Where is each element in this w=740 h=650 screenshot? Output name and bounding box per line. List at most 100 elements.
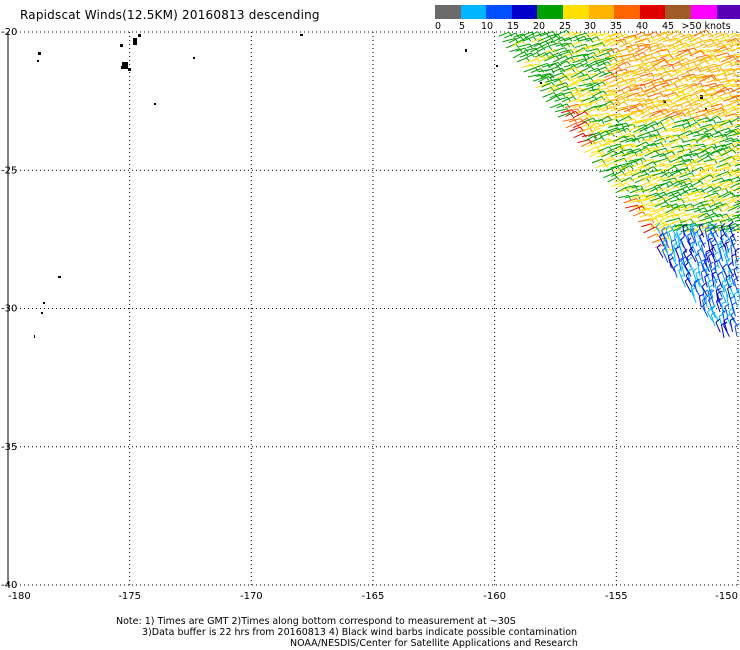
wind-barb xyxy=(684,166,695,173)
wind-barb xyxy=(631,169,645,177)
wind-barb xyxy=(683,187,697,193)
wind-barb xyxy=(734,260,738,272)
wind-barb xyxy=(638,61,651,68)
wind-barb xyxy=(612,135,625,143)
wind-barb xyxy=(573,32,587,38)
wind-barb-flag xyxy=(594,105,599,111)
wind-barb xyxy=(670,241,674,252)
wind-barb-flag xyxy=(708,261,714,266)
wind-barb xyxy=(597,129,608,133)
wind-barb-flag xyxy=(573,82,579,87)
wind-barb xyxy=(659,191,672,198)
wind-barb xyxy=(512,51,525,59)
wind-barb-flag xyxy=(626,182,631,187)
wind-barb xyxy=(664,111,677,118)
wind-barb xyxy=(698,56,711,63)
wind-barb xyxy=(596,142,609,149)
wind-barb xyxy=(694,182,707,189)
wind-barb xyxy=(596,61,609,67)
wind-barb-flag xyxy=(724,241,730,245)
wind-barb xyxy=(643,226,656,234)
wind-barb-flag xyxy=(693,125,698,130)
wind-barb xyxy=(690,223,702,227)
wind-barb xyxy=(641,223,652,228)
wind-barb xyxy=(701,306,709,318)
wind-barb xyxy=(631,97,644,102)
wind-barb xyxy=(570,62,581,68)
wind-barb xyxy=(675,135,686,142)
wind-barb xyxy=(628,131,640,138)
wind-barb xyxy=(677,130,691,137)
wind-barb xyxy=(634,102,645,108)
wind-barb xyxy=(721,78,735,84)
wind-barb-flag xyxy=(575,122,580,128)
wind-barb xyxy=(701,137,712,143)
wind-barb xyxy=(549,92,562,99)
wind-barb xyxy=(635,46,648,53)
wind-barb xyxy=(679,163,690,168)
lon-tick-label: -150 xyxy=(715,591,738,602)
wind-barb-flag xyxy=(727,262,733,267)
wind-barb xyxy=(553,85,567,92)
wind-barb xyxy=(669,260,675,272)
wind-barb xyxy=(588,151,600,158)
wind-barb xyxy=(525,52,538,58)
wind-barb xyxy=(661,149,673,153)
wind-barb-flag xyxy=(704,219,708,225)
wind-barb xyxy=(618,115,630,123)
wind-barb xyxy=(625,194,638,199)
wind-barb xyxy=(568,41,580,47)
wind-barb-flag xyxy=(668,143,672,148)
wind-barb-flag xyxy=(595,73,599,79)
wind-barb-flag xyxy=(720,227,726,231)
wind-barb xyxy=(708,96,722,103)
wind-barb xyxy=(676,185,688,193)
wind-barb xyxy=(538,76,549,83)
wind-barb xyxy=(622,160,636,168)
wind-barb xyxy=(735,124,740,129)
wind-barb-flag xyxy=(697,248,702,252)
wind-barb xyxy=(679,143,690,148)
wind-barb xyxy=(523,67,536,73)
wind-barb xyxy=(619,148,632,153)
wind-barb xyxy=(581,140,593,148)
wind-barb xyxy=(668,232,673,243)
wind-barb xyxy=(682,82,695,89)
island-marker xyxy=(58,276,61,278)
wind-barb xyxy=(702,107,716,113)
wind-barb xyxy=(665,57,678,63)
wind-barb xyxy=(632,194,646,199)
wind-barb xyxy=(700,172,712,179)
wind-barb-flag xyxy=(733,61,739,66)
wind-barb-flag xyxy=(676,227,682,232)
legend-swatch xyxy=(665,5,691,19)
wind-barb xyxy=(720,324,725,338)
wind-barb xyxy=(535,62,548,68)
lon-tick-label: -165 xyxy=(362,591,385,602)
wind-barb xyxy=(729,182,740,189)
wind-barb-flag xyxy=(643,170,648,175)
wind-barb xyxy=(599,92,613,98)
wind-barb-flag xyxy=(702,196,707,201)
wind-barb-flag xyxy=(687,237,692,242)
wind-barb-flag xyxy=(680,256,686,261)
wind-barb xyxy=(629,152,641,158)
wind-barb xyxy=(637,43,649,47)
wind-barb xyxy=(708,64,720,69)
wind-barb xyxy=(619,42,630,48)
wind-barb xyxy=(609,52,620,58)
wind-barb-flag xyxy=(721,288,726,293)
wind-barb xyxy=(714,204,727,212)
wind-barb xyxy=(519,31,532,37)
wind-barb xyxy=(675,223,686,228)
wind-barb xyxy=(712,233,720,247)
wind-barb xyxy=(715,96,726,103)
wind-barb xyxy=(596,40,609,48)
wind-barb xyxy=(645,192,658,198)
wind-barb xyxy=(615,187,626,194)
wind-barb xyxy=(607,145,621,153)
wind-barb-flag xyxy=(678,241,684,245)
wind-barb xyxy=(700,87,714,93)
wind-barb xyxy=(653,82,668,88)
legend-swatch xyxy=(639,5,666,19)
